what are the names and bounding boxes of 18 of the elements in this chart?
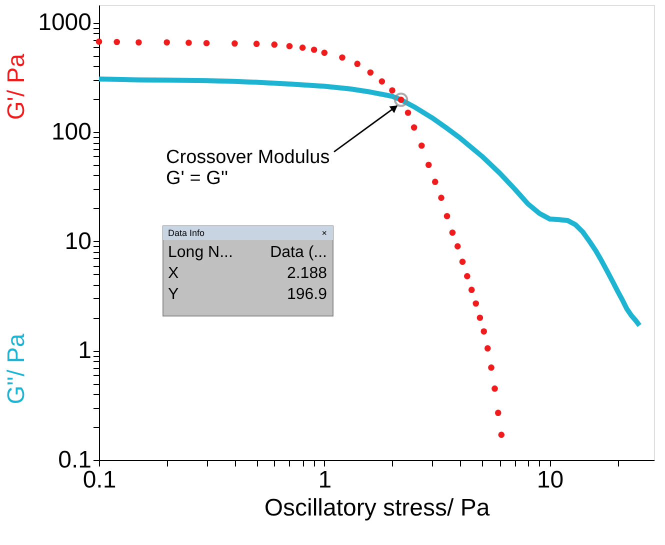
y-tick-label: 1000 (38, 9, 92, 36)
annotation: X (168, 265, 179, 282)
text: G'/ Pa (3, 53, 30, 120)
y-tick-label: 10 (64, 228, 92, 255)
y-tick-label: 1 (78, 337, 92, 364)
annotation: × (322, 228, 327, 238)
y-tick-label: 100 (51, 118, 92, 146)
x-axis-title: Oscillatory stress/ Pa (264, 494, 490, 522)
annotation: Crossover Modulus G' = G'' (166, 146, 330, 189)
x-tick-label: 1 (318, 466, 332, 494)
annotation: Data (... (270, 244, 327, 261)
x-tick-label: 10 (536, 466, 564, 494)
annotation: Y (168, 286, 179, 303)
annotation: Data Info (168, 228, 205, 238)
annotation: 2.188 (286, 265, 328, 282)
annotation: 196.9 (286, 286, 328, 303)
text: G''/ Pa (3, 333, 30, 404)
annotation: Long N... (168, 244, 233, 261)
